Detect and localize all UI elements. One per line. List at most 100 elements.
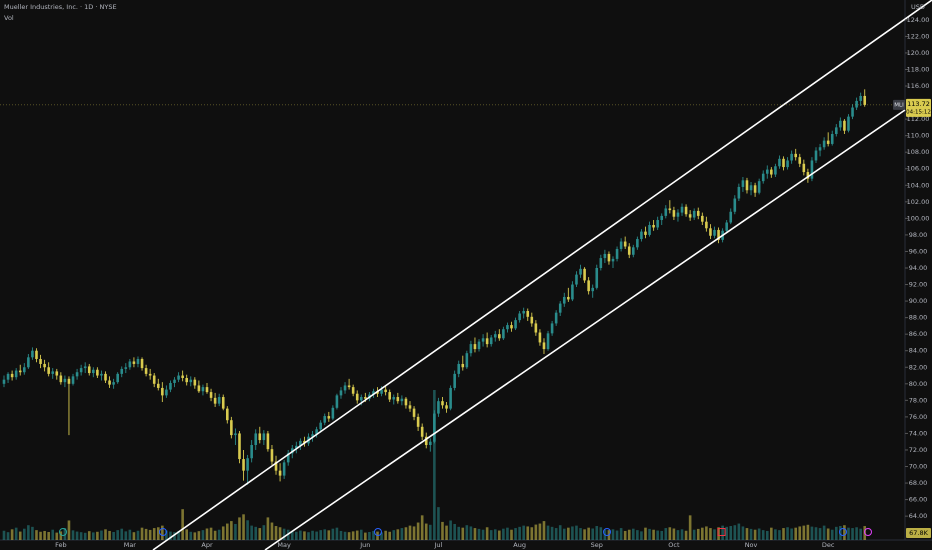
candle-body — [835, 127, 838, 134]
volume-bar — [680, 529, 684, 540]
volume-bar — [55, 532, 59, 540]
volume-bar — [599, 527, 603, 540]
volume-bar — [745, 528, 749, 540]
x-tick-label: Jul — [433, 541, 442, 549]
y-tick-label: 82.00 — [909, 363, 928, 371]
y-tick-label: 102.00 — [907, 198, 930, 206]
y-tick-label: 92.00 — [909, 281, 928, 289]
event-icon[interactable] — [603, 528, 611, 536]
volume-bar — [567, 527, 570, 540]
volume-bar — [676, 530, 680, 540]
volume-badge — [906, 528, 931, 538]
candle-body — [534, 323, 538, 333]
x-tick-label: Dec — [822, 541, 835, 549]
candle-body — [587, 280, 590, 292]
trend-line-upper[interactable] — [152, 0, 932, 550]
volume-bar — [652, 529, 655, 540]
event-icon[interactable] — [864, 528, 872, 536]
candle-body — [453, 373, 456, 388]
volume-bar — [246, 520, 249, 540]
volume-bar — [530, 527, 534, 540]
volume-bar — [713, 529, 716, 540]
candle-body — [331, 407, 335, 419]
trend-line-lower[interactable] — [264, 109, 906, 550]
candle-body — [189, 379, 193, 383]
volume-bar — [120, 528, 124, 540]
y-tick-label: 76.00 — [909, 413, 928, 421]
candle-body — [193, 379, 197, 386]
volume-bar — [692, 529, 696, 540]
candle-body — [144, 368, 148, 374]
candle-body — [335, 395, 339, 408]
candle-body — [112, 382, 115, 385]
volume-bar — [132, 532, 136, 540]
volume-bar — [364, 532, 367, 540]
volume-bar — [664, 528, 668, 540]
event-icon[interactable] — [839, 528, 847, 536]
volume-bar — [749, 528, 753, 540]
event-icon[interactable] — [717, 528, 726, 536]
volume-bar — [786, 527, 789, 540]
volume-bar — [709, 528, 712, 540]
volume-bar — [43, 530, 46, 540]
volume-bar — [855, 527, 858, 540]
volume-bar — [351, 531, 355, 540]
candle-body — [636, 239, 639, 248]
candle-body — [161, 387, 164, 396]
candle-body — [737, 186, 741, 199]
volume-bar — [753, 529, 757, 540]
candle-body — [863, 95, 867, 105]
volume-bar — [554, 528, 558, 540]
candle-body — [120, 368, 124, 374]
volume-bar — [437, 507, 440, 540]
candle-body — [729, 211, 733, 223]
candle-body — [274, 461, 278, 471]
volume-bar — [725, 526, 728, 540]
volume-bar — [39, 531, 42, 540]
y-tick-label: 70.00 — [909, 463, 928, 471]
candle-body — [282, 462, 286, 476]
volume-bar — [493, 529, 497, 540]
candle-body — [201, 387, 205, 392]
event-icon[interactable] — [159, 528, 167, 536]
volume-bar — [217, 529, 221, 540]
y-tick-label: 84.00 — [909, 347, 928, 355]
candle-body — [92, 369, 95, 374]
volume-bar — [778, 530, 781, 540]
candle-body — [197, 385, 201, 392]
volume-bar — [830, 529, 834, 540]
volume-bar — [461, 527, 465, 540]
volume-bar — [295, 531, 298, 540]
candle-body — [595, 268, 599, 288]
volume-bar — [538, 523, 542, 540]
volume-bar — [327, 530, 331, 540]
candle-body — [323, 416, 327, 423]
volume-bar — [579, 528, 582, 540]
volume-bar — [392, 530, 396, 540]
candle-body — [473, 344, 477, 350]
event-icon[interactable] — [374, 528, 382, 536]
candle-body — [607, 253, 611, 262]
candle-body — [278, 470, 282, 476]
y-tick-label: 90.00 — [909, 297, 928, 305]
candle-body — [258, 433, 262, 441]
event-icon[interactable] — [59, 528, 67, 536]
candle-body — [339, 390, 343, 396]
volume-bar — [6, 532, 10, 540]
y-tick-label: 94.00 — [909, 264, 928, 272]
candle-body — [701, 215, 704, 222]
currency-label[interactable]: USD — [911, 3, 925, 11]
volume-bar — [144, 528, 148, 540]
candle-body — [266, 433, 270, 450]
candle-body — [648, 224, 651, 235]
candle-body — [55, 371, 59, 376]
candle-body — [31, 350, 34, 358]
volume-bar — [67, 520, 71, 540]
volume-bar — [2, 530, 6, 540]
candle-body — [152, 375, 156, 384]
volume-bar — [270, 522, 274, 540]
volume-bar — [347, 532, 351, 540]
candle-body — [782, 158, 785, 168]
x-tick-label: Nov — [745, 541, 758, 549]
volume-bar — [835, 526, 838, 540]
